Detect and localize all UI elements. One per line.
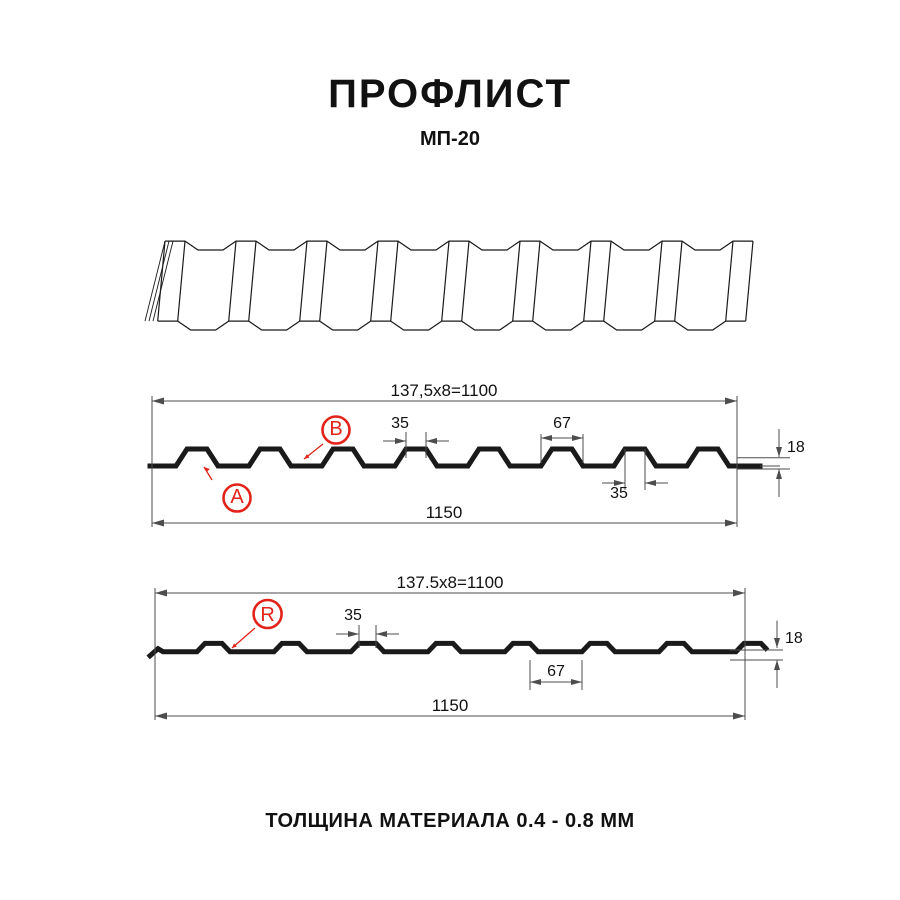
svg-text:18: 18 [787,439,805,456]
svg-text:B: B [329,418,342,440]
svg-text:A: A [230,486,244,508]
svg-text:35: 35 [391,415,409,432]
svg-text:18: 18 [785,630,803,647]
svg-text:67: 67 [547,663,565,680]
svg-text:1150: 1150 [426,503,463,522]
svg-text:R: R [260,604,274,626]
svg-text:35: 35 [610,485,628,502]
svg-text:35: 35 [344,607,362,624]
svg-text:67: 67 [553,415,571,432]
svg-text:137.5x8=1100: 137.5x8=1100 [397,573,504,592]
svg-text:137,5x8=1100: 137,5x8=1100 [391,381,498,400]
svg-text:1150: 1150 [432,696,469,715]
